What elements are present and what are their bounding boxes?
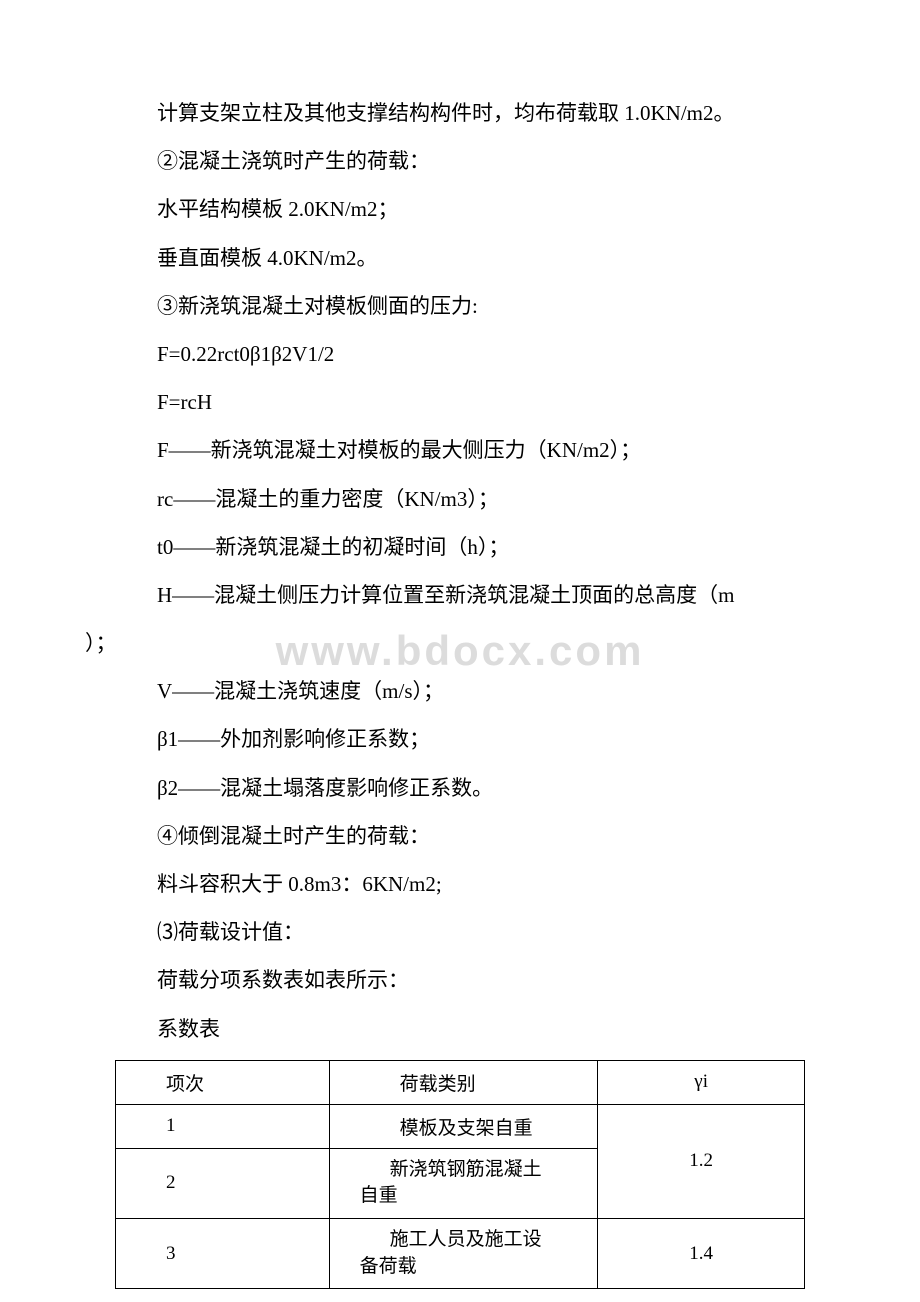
table-cell-r1c1: 1	[116, 1104, 330, 1148]
paragraph-15: ④倾倒混凝土时产生的荷载：	[115, 813, 805, 859]
paragraph-9: rc——混凝土的重力密度（KN/m3）；	[115, 476, 805, 522]
paragraph-8: F——新浇筑混凝土对模板的最大侧压力（KN/m2）；	[115, 427, 805, 473]
paragraph-17: ⑶荷载设计值：	[115, 909, 805, 955]
paragraph-5: ③新浇筑混凝土对模板侧面的压力:	[115, 283, 805, 329]
paragraph-16: 料斗容积大于 0.8m3：6KN/m2;	[115, 861, 805, 907]
table-cell-r2c2-line2: 自重	[360, 1183, 588, 1210]
table-cell-r3c2-line2: 备荷载	[360, 1254, 588, 1281]
paragraph-11b: ）；	[85, 620, 805, 666]
table-header-col2: 荷载类别	[329, 1060, 598, 1104]
paragraph-6-formula: F=0.22rct0β1β2V1/2	[115, 331, 805, 377]
table-header-col3: γi	[598, 1060, 805, 1104]
paragraph-2: ②混凝土浇筑时产生的荷载：	[115, 138, 805, 184]
table-cell-r3c2-line1: 施工人员及施工设	[390, 1229, 542, 1250]
table-row: 3 施工人员及施工设 备荷载 1.4	[116, 1218, 805, 1288]
paragraph-11a: H——混凝土侧压力计算位置至新浇筑混凝土顶面的总高度（m	[115, 572, 805, 618]
table-cell-r2c2-line1: 新浇筑钢筋混凝土	[390, 1159, 542, 1180]
table-row: 1 模板及支架自重 1.2	[116, 1104, 805, 1148]
paragraph-13: β1——外加剂影响修正系数；	[115, 716, 805, 762]
paragraph-3: 水平结构模板 2.0KN/m2；	[115, 186, 805, 232]
paragraph-19: 系数表	[115, 1006, 805, 1052]
table-cell-r2c2: 新浇筑钢筋混凝土 自重	[329, 1148, 598, 1218]
paragraph-18: 荷载分项系数表如表所示：	[115, 957, 805, 1003]
table-cell-r2c1: 2	[116, 1148, 330, 1218]
table-cell-r1c2: 模板及支架自重	[329, 1104, 598, 1148]
document-content: 计算支架立柱及其他支撑结构构件时，均布荷载取 1.0KN/m2。 ②混凝土浇筑时…	[115, 90, 805, 1289]
coefficient-table: 项次 荷载类别 γi 1 模板及支架自重 1.2 2 新浇筑钢筋混凝土 自重 3…	[115, 1060, 805, 1289]
table-header-row: 项次 荷载类别 γi	[116, 1060, 805, 1104]
paragraph-12: V——混凝土浇筑速度（m/s）；	[115, 668, 805, 714]
table-header-col1: 项次	[116, 1060, 330, 1104]
table-cell-r3c2: 施工人员及施工设 备荷载	[329, 1218, 598, 1288]
table-cell-r12c3: 1.2	[598, 1104, 805, 1218]
table-cell-r3c3: 1.4	[598, 1218, 805, 1288]
paragraph-14: β2——混凝土塌落度影响修正系数。	[115, 765, 805, 811]
paragraph-1: 计算支架立柱及其他支撑结构构件时，均布荷载取 1.0KN/m2。	[115, 90, 805, 136]
paragraph-10: t0——新浇筑混凝土的初凝时间（h）；	[115, 524, 805, 570]
paragraph-7-formula: F=rcH	[115, 379, 805, 425]
table-cell-r3c1: 3	[116, 1218, 330, 1288]
paragraph-4: 垂直面模板 4.0KN/m2。	[115, 235, 805, 281]
